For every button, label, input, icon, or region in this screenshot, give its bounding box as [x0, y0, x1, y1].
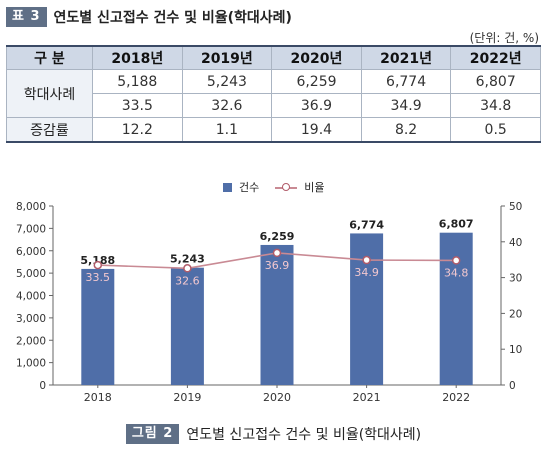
legend-line-label: 비율 — [304, 181, 325, 194]
growth-cell: 8.2 — [360, 117, 452, 143]
ratio-value-label: 36.9 — [265, 259, 290, 272]
table-caption-title: 연도별 신고접수 건수 및 비율(학대사례) — [53, 10, 292, 26]
y-tick-label: 8,000 — [16, 201, 46, 213]
row-group-label: 학대사례 — [6, 69, 93, 118]
legend-bar-label: 건수 — [239, 181, 260, 194]
table-row-counts: 학대사례 5,188 5,243 6,259 6,774 6,807 — [6, 69, 541, 118]
bar-value-label: 6,807 — [439, 218, 474, 231]
chart-legend: 건수 비율 — [0, 179, 547, 195]
header-year: 2020년 — [271, 45, 362, 70]
bar — [260, 244, 294, 385]
y2-tick-label: 40 — [509, 237, 522, 249]
table-caption: 표 3 연도별 신고접수 건수 및 비율(학대사례) — [6, 7, 292, 27]
header-year: 2019년 — [181, 45, 273, 70]
ratio-point — [272, 248, 282, 258]
count-cell: 5,243 — [181, 69, 273, 94]
count-cell: 6,807 — [450, 69, 541, 94]
y-tick-label: 3,000 — [16, 313, 46, 325]
legend-line-swatch — [274, 182, 297, 192]
y-tick-label: 0 — [39, 380, 46, 392]
x-tick-label: 2022 — [442, 391, 470, 404]
table-row-ratios: 33.5 32.6 36.9 34.9 34.8 — [7, 93, 541, 118]
y2-tick-label: 50 — [509, 201, 522, 213]
x-tick-label: 2019 — [173, 391, 201, 404]
x-tick-label: 2020 — [263, 391, 291, 404]
y-tick-label: 4,000 — [16, 291, 46, 303]
y-tick-label: 2,000 — [16, 335, 46, 347]
ratio-point — [183, 264, 192, 273]
bar — [439, 232, 473, 385]
combo-chart: 0 1,000 2,000 3,000 4,000 5,000 6,000 7,000 8,00… — [16, 201, 522, 404]
figure-caption-badge: 그림 2 — [125, 424, 180, 444]
table-caption-badge: 표 3 — [6, 7, 47, 27]
bar — [170, 267, 204, 385]
count-cell: 6,774 — [360, 69, 452, 94]
growth-cell: 19.4 — [271, 117, 362, 143]
y-tick-label: 1,000 — [16, 358, 46, 370]
ratio-point — [362, 255, 371, 265]
y2-tick-label: 30 — [509, 273, 522, 285]
header-label: 구 분 — [6, 45, 93, 70]
figure-caption-title: 연도별 신고접수 건수 및 비율(학대사례) — [186, 427, 422, 443]
header-year: 2022년 — [450, 45, 541, 70]
count-cell: 5,188 — [92, 69, 183, 94]
figure-caption: 그림 2 연도별 신고접수 건수 및 비율(학대사례) — [0, 424, 547, 444]
header-year: 2018년 — [92, 45, 183, 70]
x-tick-label: 2021 — [353, 391, 381, 404]
unit-note: (단위: 건, %) — [469, 31, 539, 45]
growth-label: 증감률 — [6, 117, 93, 143]
y2-tick-label: 0 — [509, 380, 516, 392]
stats-table: 구 분 2018년 2019년 2020년 2021년 2022년 학대사례 5… — [6, 45, 541, 143]
ratio-point — [93, 260, 103, 270]
bar-value-label: 5,243 — [170, 253, 205, 266]
header-year: 2021년 — [360, 45, 452, 70]
table-header-row: 구 분 2018년 2019년 2020년 2021년 2022년 — [6, 45, 541, 70]
bar-value-label: 5,188 — [80, 254, 115, 267]
bar-value-label: 6,259 — [260, 230, 295, 243]
ratio-cell: 36.9 — [271, 93, 362, 118]
y2-tick-label: 20 — [509, 308, 522, 320]
y-tick-label: 5,000 — [16, 268, 46, 280]
ratio-value-label: 32.6 — [175, 274, 200, 287]
ratio-value-label: 34.8 — [444, 266, 469, 279]
y-tick-label: 6,000 — [16, 246, 46, 258]
ratio-cell: 33.5 — [92, 93, 183, 118]
ratio-cell: 32.6 — [181, 93, 273, 118]
ratio-value-label: 34.9 — [354, 266, 379, 279]
ratio-cell: 34.9 — [360, 93, 452, 118]
legend-bar-swatch — [222, 182, 232, 192]
ratio-value-label: 33.5 — [86, 271, 111, 284]
growth-cell: 1.1 — [181, 117, 273, 143]
y2-tick-label: 10 — [509, 344, 522, 356]
bar-value-label: 6,774 — [349, 218, 384, 231]
bar — [81, 268, 115, 385]
growth-cell: 0.5 — [450, 117, 541, 143]
table-row-growth: 증감률 12.2 1.1 19.4 8.2 0.5 — [6, 117, 541, 143]
ratio-cell: 34.8 — [450, 93, 541, 118]
count-cell: 6,259 — [271, 69, 362, 94]
x-tick-label: 2018 — [84, 391, 112, 404]
growth-cell: 12.2 — [92, 117, 183, 143]
ratio-point — [451, 256, 461, 265]
y-tick-label: 7,000 — [16, 223, 46, 235]
